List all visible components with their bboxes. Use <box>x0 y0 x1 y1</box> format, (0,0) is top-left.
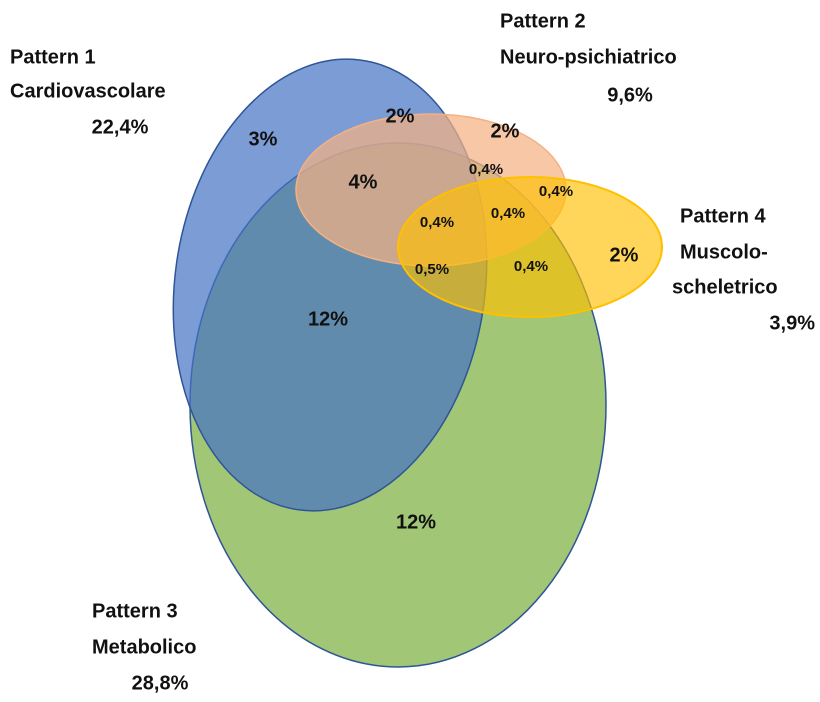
set-title: Pattern 3 <box>92 600 178 622</box>
region-label: 2% <box>610 244 639 266</box>
set-share: 22,4% <box>92 116 149 138</box>
region-label: 0,4% <box>539 183 573 200</box>
region-label: 12% <box>308 308 348 330</box>
region-label: 2% <box>386 105 415 127</box>
set-name: Muscolo- <box>680 241 768 263</box>
set-name: Neuro-psichiatrico <box>500 46 677 68</box>
region-label: 4% <box>349 171 378 193</box>
region-label: 3% <box>249 128 278 150</box>
set-share: 28,8% <box>132 672 189 694</box>
set-title: Pattern 4 <box>680 205 766 227</box>
region-label: 0,5% <box>415 261 449 278</box>
set-name: Metabolico <box>92 636 196 658</box>
set-title: Pattern 1 <box>10 46 96 68</box>
set-name: Cardiovascolare <box>10 80 166 102</box>
region-label: 12% <box>396 511 436 533</box>
region-label: 0,4% <box>514 258 548 275</box>
region-label: 0,4% <box>420 214 454 231</box>
region-label: 0,4% <box>491 205 525 222</box>
set-share: 9,6% <box>607 84 653 106</box>
region-label: 2% <box>491 120 520 142</box>
set-share: 3,9% <box>769 312 815 334</box>
region-label: 0,4% <box>469 161 503 178</box>
set-name: scheletrico <box>672 276 778 298</box>
labels: Pattern 1 Cardiovascolare 22,4% Pattern 2 Ne… <box>10 10 815 694</box>
set-4-ellipse <box>397 176 663 318</box>
set-title: Pattern 2 <box>500 10 586 32</box>
